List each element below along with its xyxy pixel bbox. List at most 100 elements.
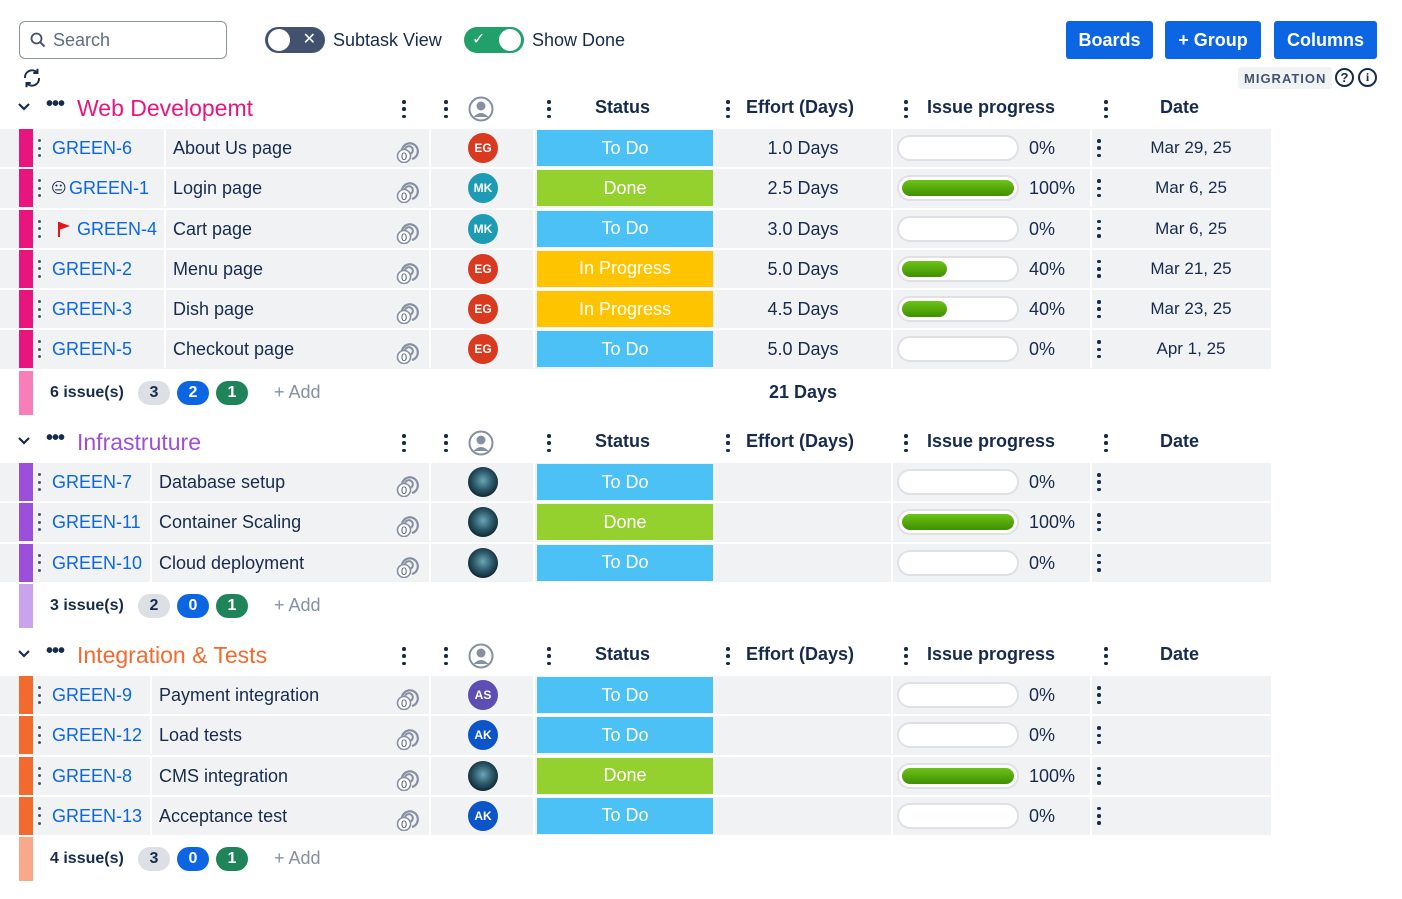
avatar[interactable]: EG <box>468 253 498 284</box>
row-menu-icon[interactable] <box>1096 300 1102 319</box>
group-more-icon[interactable]: ••• <box>46 427 65 449</box>
row-menu-icon[interactable] <box>1096 340 1102 359</box>
issue-summary[interactable]: Database setup <box>159 472 286 492</box>
table-row[interactable]: GREEN-9 Payment integration 0 AS To Do 0… <box>0 676 1271 717</box>
column-menu-icon[interactable] <box>1103 434 1109 452</box>
watchers-icon[interactable]: 0 <box>393 552 421 578</box>
issue-summary[interactable]: Acceptance test <box>159 805 288 826</box>
subtask-view-toggle[interactable]: ✕ Subtask View <box>265 26 442 54</box>
column-menu-icon[interactable] <box>443 100 449 118</box>
avatar[interactable]: MK <box>468 173 498 204</box>
table-row[interactable]: GREEN-13 Acceptance test 0 AK To Do 0% <box>0 796 1271 838</box>
add-issue-button[interactable]: + Add <box>274 381 321 402</box>
row-menu-icon[interactable] <box>1096 139 1102 157</box>
issue-key-link[interactable]: GREEN-10 <box>52 552 143 573</box>
status-cell[interactable]: To Do <box>537 130 713 166</box>
issue-summary[interactable]: Cart page <box>173 218 253 239</box>
effort-column-header[interactable]: Effort (Days) <box>746 97 855 117</box>
status-cell[interactable]: To Do <box>537 797 713 834</box>
status-cell[interactable]: To Do <box>537 210 713 247</box>
issue-summary[interactable]: Cloud deployment <box>159 552 305 573</box>
watchers-icon[interactable]: 0 <box>393 258 421 284</box>
avatar[interactable]: EG <box>468 294 498 325</box>
watchers-icon[interactable]: 0 <box>393 338 421 365</box>
issue-summary[interactable]: Login page <box>173 178 263 199</box>
drag-handle-icon[interactable] <box>36 473 42 491</box>
row-menu-icon[interactable] <box>1096 259 1102 278</box>
issue-summary[interactable]: Dish page <box>173 299 255 320</box>
column-menu-icon[interactable] <box>903 647 909 665</box>
issue-key-link[interactable]: GREEN-8 <box>52 765 133 786</box>
date-cell[interactable]: Apr 1, 25 <box>1156 339 1226 359</box>
drag-handle-icon[interactable] <box>36 726 42 745</box>
chevron-down-icon[interactable] <box>16 646 32 662</box>
watchers-icon[interactable]: 0 <box>393 511 421 538</box>
issue-key-link[interactable]: GREEN-4 <box>77 218 158 239</box>
table-row[interactable]: 😐 GREEN-1 Login page 0 MK Done 2.5 Days … <box>0 169 1271 210</box>
issue-summary[interactable]: Checkout page <box>173 339 295 360</box>
issue-key-link[interactable]: GREEN-5 <box>52 339 133 360</box>
drag-handle-icon[interactable] <box>36 340 42 359</box>
avatar[interactable]: AS <box>468 680 498 710</box>
status-column-header[interactable]: Status <box>595 97 651 117</box>
column-menu-icon[interactable] <box>546 434 552 452</box>
table-row[interactable]: GREEN-12 Load tests 0 AK To Do 0% <box>0 716 1271 757</box>
issue-key-link[interactable]: GREEN-7 <box>52 472 133 492</box>
avatar[interactable]: EG <box>468 133 498 163</box>
watchers-icon[interactable]: 0 <box>393 684 421 710</box>
columns-button[interactable]: Columns <box>1274 21 1377 59</box>
issue-key-link[interactable]: GREEN-6 <box>52 138 133 158</box>
status-cell[interactable]: To Do <box>537 717 713 754</box>
row-menu-icon[interactable] <box>1096 219 1102 238</box>
date-column-header[interactable]: Date <box>1160 97 1200 117</box>
column-menu-icon[interactable] <box>401 647 407 665</box>
column-menu-icon[interactable] <box>903 100 909 118</box>
effort-cell[interactable]: 3.0 Days <box>767 218 839 239</box>
table-row[interactable]: GREEN-10 Cloud deployment 0 To Do 0% <box>0 543 1271 584</box>
info-icon[interactable]: i <box>1358 68 1377 87</box>
effort-cell[interactable]: 4.5 Days <box>767 299 839 320</box>
issue-summary[interactable]: Container Scaling <box>159 512 302 533</box>
table-row[interactable]: GREEN-4 Cart page 0 MK To Do 3.0 Days 0% <box>0 209 1271 250</box>
show-done-toggle[interactable]: ✓ Show Done <box>464 26 625 54</box>
drag-handle-icon[interactable] <box>36 219 42 238</box>
boards-button[interactable]: Boards <box>1066 21 1153 59</box>
column-menu-icon[interactable] <box>443 647 449 665</box>
issue-key-link[interactable]: GREEN-12 <box>52 725 143 746</box>
group-more-icon[interactable]: ••• <box>46 93 65 115</box>
table-row[interactable]: GREEN-2 Menu page 0 EG In Progress 5.0 D… <box>0 249 1271 291</box>
column-menu-icon[interactable] <box>546 100 552 118</box>
row-menu-icon[interactable] <box>1096 686 1102 704</box>
effort-column-header[interactable]: Effort (Days) <box>746 431 855 451</box>
status-cell[interactable]: In Progress <box>537 291 713 328</box>
watchers-icon[interactable]: 0 <box>393 471 421 497</box>
column-menu-icon[interactable] <box>401 434 407 452</box>
watchers-icon[interactable]: 0 <box>393 724 421 751</box>
drag-handle-icon[interactable] <box>36 513 42 532</box>
chevron-down-icon[interactable] <box>16 433 32 449</box>
row-menu-icon[interactable] <box>1096 179 1102 198</box>
date-cell[interactable]: Mar 29, 25 <box>1150 138 1232 157</box>
status-cell[interactable]: To Do <box>537 464 713 500</box>
effort-column-header[interactable]: Effort (Days) <box>746 644 855 664</box>
date-cell[interactable]: Mar 23, 25 <box>1150 299 1232 319</box>
status-cell[interactable]: Done <box>537 170 713 207</box>
drag-handle-icon[interactable] <box>36 300 42 319</box>
help-icon[interactable]: ? <box>1335 68 1354 87</box>
column-menu-icon[interactable] <box>725 434 731 452</box>
drag-handle-icon[interactable] <box>36 259 42 278</box>
progress-column-header[interactable]: Issue progress <box>927 97 1056 117</box>
status-cell[interactable]: In Progress <box>537 250 713 287</box>
drag-handle-icon[interactable] <box>36 139 42 157</box>
issue-summary[interactable]: Payment integration <box>159 685 320 705</box>
issue-key-link[interactable]: GREEN-2 <box>52 258 133 279</box>
issue-key-link[interactable]: GREEN-13 <box>52 805 143 826</box>
drag-handle-icon[interactable] <box>36 686 42 704</box>
column-menu-icon[interactable] <box>1103 647 1109 665</box>
status-cell[interactable]: Done <box>537 757 713 794</box>
avatar[interactable] <box>468 467 498 497</box>
issue-summary[interactable]: CMS integration <box>159 765 289 786</box>
avatar[interactable]: EG <box>468 334 498 365</box>
date-column-header[interactable]: Date <box>1160 644 1200 664</box>
status-column-header[interactable]: Status <box>595 431 651 451</box>
